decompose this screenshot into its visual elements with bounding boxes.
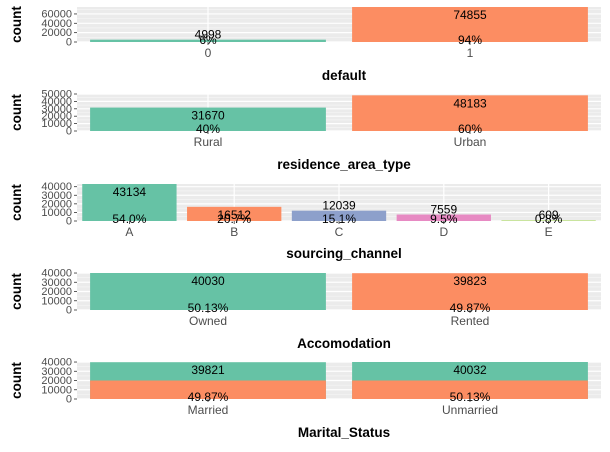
- y-axis-title: count: [9, 362, 24, 399]
- x-tick-label: Unmarried: [442, 403, 498, 417]
- count-label: 609: [539, 208, 559, 222]
- y-tick-label: 40000: [41, 96, 72, 108]
- bar-A: [82, 184, 177, 221]
- count-label: 31670: [191, 109, 225, 123]
- percent-label: 54.0%: [112, 212, 146, 226]
- percent-label: 9.5%: [430, 212, 458, 226]
- y-tick-label: 30000: [41, 366, 72, 378]
- percent-label: 50.13%: [450, 390, 491, 404]
- bar-overlay-Unmarried: [352, 380, 588, 399]
- x-tick-label: Rural: [194, 135, 223, 149]
- percent-label: 20.7%: [217, 212, 251, 226]
- y-tick-label: 20000: [41, 375, 72, 387]
- y-axis-title: count: [9, 94, 24, 131]
- y-tick-label: 0: [66, 37, 72, 49]
- percent-label: 49.87%: [450, 301, 491, 315]
- percent-label: 40%: [196, 122, 220, 136]
- bar-Urban: [352, 95, 588, 131]
- bar-Rural: [90, 107, 326, 131]
- x-tick-label: Owned: [189, 314, 227, 328]
- y-tick-label: 0: [66, 216, 72, 228]
- y-tick-label: 0: [66, 305, 72, 317]
- x-tick-label: 0: [205, 46, 212, 60]
- x-axis-title: residence_area_type: [277, 157, 411, 172]
- y-tick-label: 40000: [41, 18, 72, 30]
- y-tick-label: 10000: [41, 384, 72, 396]
- bar-1: [352, 7, 588, 42]
- y-axis-title: count: [9, 184, 24, 221]
- percent-label: 15.1%: [322, 212, 356, 226]
- y-tick-label: 10000: [41, 295, 72, 307]
- bar-D: [396, 214, 491, 221]
- y-tick-label: 40000: [41, 357, 72, 369]
- x-tick-label: D: [439, 225, 448, 239]
- percent-label: 6%: [199, 33, 217, 47]
- count-label: 7559: [430, 203, 457, 217]
- bar-Rented: [352, 273, 588, 310]
- y-tick-label: 10000: [41, 118, 72, 130]
- y-tick-label: 40000: [41, 181, 72, 193]
- y-tick-label: 20000: [41, 111, 72, 123]
- bar-0: [90, 39, 326, 42]
- y-axis-title: count: [9, 6, 24, 43]
- bar-C: [291, 210, 387, 221]
- x-axis-title: Marital_Status: [298, 425, 390, 440]
- bar-E: [501, 220, 596, 221]
- count-label: 12039: [322, 199, 356, 213]
- percent-label: 0.8%: [535, 212, 563, 226]
- chart-panel-0: 020000400006000049986%07485594%1defaultc…: [9, 6, 601, 83]
- count-label: 16512: [218, 208, 252, 222]
- count-label: 39821: [191, 363, 225, 377]
- y-tick-label: 40000: [41, 268, 72, 280]
- y-tick-label: 20000: [41, 198, 72, 210]
- bar-overlay-Married: [90, 380, 326, 399]
- percent-label: 60%: [458, 122, 482, 136]
- x-tick-label: Rented: [451, 314, 490, 328]
- count-label: 48183: [453, 96, 487, 110]
- y-tick-label: 50000: [41, 89, 72, 101]
- count-label: 40032: [453, 363, 487, 377]
- y-tick-label: 60000: [41, 8, 72, 20]
- y-tick-label: 0: [66, 126, 72, 138]
- count-label: 43134: [113, 185, 147, 199]
- x-tick-label: E: [545, 225, 553, 239]
- y-tick-label: 30000: [41, 277, 72, 289]
- count-label: 39823: [453, 274, 487, 288]
- x-axis-title: sourcing_channel: [286, 246, 402, 261]
- x-axis-title: Accomodation: [297, 336, 391, 351]
- bar-Owned: [90, 273, 326, 310]
- x-tick-label: B: [230, 225, 238, 239]
- y-tick-label: 20000: [41, 286, 72, 298]
- y-tick-label: 10000: [41, 207, 72, 219]
- y-tick-label: 30000: [41, 103, 72, 115]
- x-tick-label: A: [125, 225, 133, 239]
- bar-B: [187, 206, 282, 221]
- count-label: 74855: [453, 8, 487, 22]
- x-axis-title: default: [322, 68, 367, 83]
- count-label: 40030: [191, 274, 225, 288]
- x-tick-label: Urban: [454, 135, 487, 149]
- y-tick-label: 30000: [41, 190, 72, 202]
- count-label: 4998: [195, 28, 222, 42]
- percent-label: 94%: [458, 33, 482, 47]
- x-tick-label: C: [335, 225, 344, 239]
- y-tick-label: 0: [66, 394, 72, 406]
- y-tick-label: 20000: [41, 27, 72, 39]
- percent-label: 49.87%: [188, 390, 229, 404]
- percent-label: 50.13%: [188, 301, 229, 315]
- y-axis-title: count: [9, 273, 24, 310]
- x-tick-label: 1: [467, 46, 474, 60]
- x-tick-label: Married: [188, 403, 229, 417]
